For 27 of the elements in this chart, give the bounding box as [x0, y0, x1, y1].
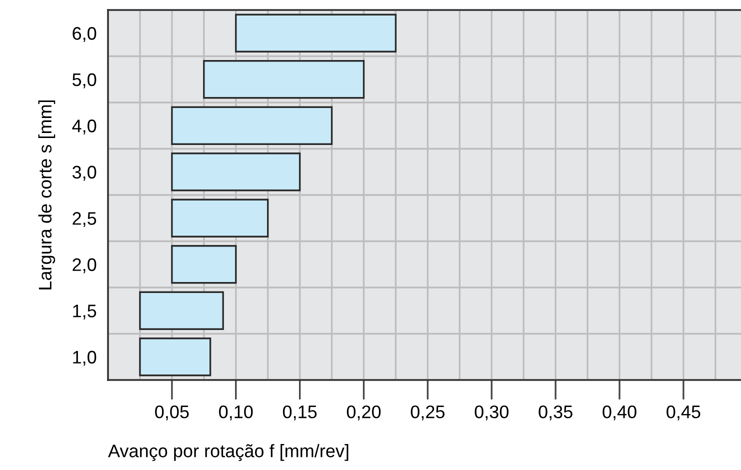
y-tick-label: 1,0	[73, 350, 96, 366]
x-tick-label: 0,20	[346, 405, 381, 420]
y-axis-title: Largura de corte s [mm]	[38, 100, 56, 290]
y-tick-label: 5,0	[72, 73, 96, 88]
y-tick-label: 3,0	[72, 166, 96, 181]
bar	[171, 198, 269, 238]
y-tick-label: 2,0	[72, 258, 96, 274]
x-tick-label: 0,25	[410, 405, 445, 420]
bar	[139, 291, 224, 330]
bar	[171, 245, 237, 284]
bar	[171, 106, 333, 145]
bar	[203, 60, 365, 99]
y-tick-label: 2,5	[72, 212, 96, 227]
y-tick-label: 6,0	[72, 27, 96, 42]
x-tick-label: 0,30	[474, 405, 508, 420]
x-tick-label: 0,10	[219, 405, 253, 420]
x-tick-label: 0,05	[155, 405, 189, 420]
y-tick-label: 1,5	[73, 304, 96, 320]
x-tick-label: 0,35	[538, 405, 572, 420]
y-tick-label: 4,0	[72, 120, 96, 134]
x-tick-label: 0,15	[282, 405, 317, 420]
bar	[171, 152, 301, 192]
bar	[139, 338, 212, 376]
x-tick-label: 0,45	[666, 405, 700, 420]
x-tick-label: 0,40	[602, 405, 636, 420]
bar	[235, 14, 397, 52]
x-axis-title: Avanço por rotação f [mm/rev]	[108, 444, 348, 461]
